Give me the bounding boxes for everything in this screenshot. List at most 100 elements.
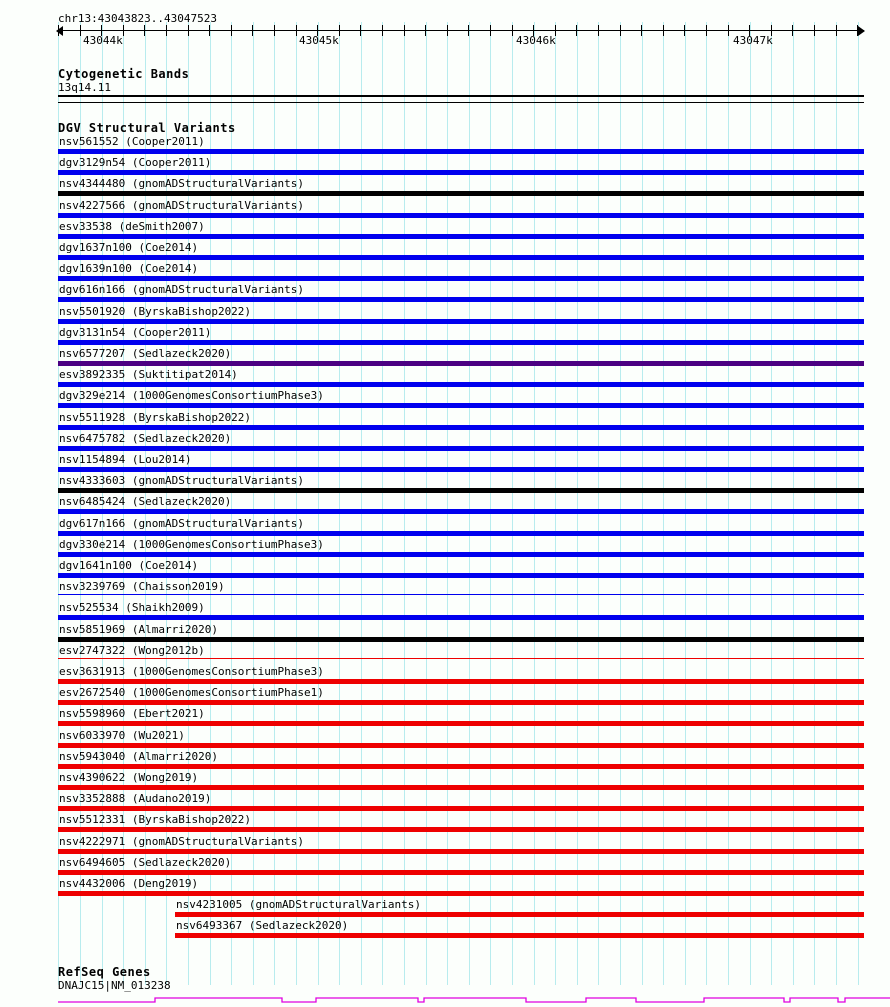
cytoband-bar[interactable] [58,95,864,97]
variant-bar[interactable] [175,933,864,938]
variant-track-row[interactable]: nsv4227566 (gnomADStructuralVariants) [0,199,890,220]
variant-track-row[interactable]: nsv5501920 (ByrskaBishop2022) [0,305,890,326]
variant-bar[interactable] [58,149,864,154]
ruler-tick [296,25,297,36]
variant-label: dgv617n166 (gnomADStructuralVariants) [59,517,305,530]
variant-label: dgv3131n54 (Cooper2011) [59,326,212,339]
variant-bar[interactable] [58,234,864,239]
variant-bar[interactable] [58,552,864,557]
variant-track-row[interactable]: nsv5512331 (ByrskaBishop2022) [0,813,890,834]
cytogenetic-bands-title: Cytogenetic Bands [58,67,190,81]
variant-track-row[interactable]: dgv329e214 (1000GenomesConsortiumPhase3) [0,389,890,410]
variant-bar[interactable] [58,319,864,324]
variant-track-row[interactable]: dgv617n166 (gnomADStructuralVariants) [0,517,890,538]
left-arrow-icon[interactable] [56,26,63,36]
right-arrow-icon[interactable] [858,26,865,36]
ruler-tick [404,25,405,36]
variant-bar[interactable] [58,679,864,684]
variant-bar[interactable] [58,785,864,790]
variant-track-row[interactable]: nsv6475782 (Sedlazeck2020) [0,432,890,453]
variant-bar[interactable] [58,488,864,493]
variant-track-row[interactable]: dgv3131n54 (Cooper2011) [0,326,890,347]
variant-bar[interactable] [58,425,864,430]
variant-bar[interactable] [58,340,864,345]
variant-bar[interactable] [58,573,864,578]
variant-track-row[interactable]: nsv5943040 (Almarri2020) [0,750,890,771]
variant-track-row[interactable]: nsv4390622 (Wong2019) [0,771,890,792]
variant-bar[interactable] [58,615,864,620]
variant-bar[interactable] [58,531,864,536]
variant-track-row[interactable]: nsv561552 (Cooper2011) [0,135,890,156]
variant-bar[interactable] [58,255,864,260]
variant-track-row[interactable]: nsv4333603 (gnomADStructuralVariants) [0,474,890,495]
variant-track-row[interactable]: nsv6485424 (Sedlazeck2020) [0,495,890,516]
variant-bar[interactable] [58,891,864,896]
gene-model-diagram[interactable] [0,990,890,1007]
variant-bar[interactable] [58,382,864,387]
variant-label: nsv4222971 (gnomADStructuralVariants) [59,835,305,848]
variant-label: nsv6494605 (Sedlazeck2020) [59,856,232,869]
variant-track-row[interactable]: esv2672540 (1000GenomesConsortiumPhase1) [0,686,890,707]
variant-bar[interactable] [58,658,864,659]
variant-track-row[interactable]: nsv5511928 (ByrskaBishop2022) [0,411,890,432]
variant-track-row[interactable]: nsv5598960 (Ebert2021) [0,707,890,728]
variant-track-row[interactable]: nsv6033970 (Wu2021) [0,729,890,750]
variant-label: esv2747322 (Wong2012b) [59,644,205,657]
variant-track-row[interactable]: nsv1154894 (Lou2014) [0,453,890,474]
variant-bar[interactable] [58,594,864,595]
coordinate-ruler[interactable]: chr13:43043823..43047523 43044k 43045k 430… [0,0,890,50]
variant-track-row[interactable]: nsv3239769 (Chaisson2019) [0,580,890,601]
variant-bar[interactable] [58,213,864,218]
gene-transcript-line[interactable] [58,997,890,1003]
gene-label: DNAJC15|NM_013238 [58,979,171,992]
variant-track-row[interactable]: nsv6494605 (Sedlazeck2020) [0,856,890,877]
variant-track-row[interactable]: nsv6493367 (Sedlazeck2020) [0,919,890,940]
variant-bar[interactable] [58,170,864,175]
variant-track-row[interactable]: nsv525534 (Shaikh2009) [0,601,890,622]
variant-bar[interactable] [58,361,864,366]
variant-label: nsv3352888 (Audano2019) [59,792,212,805]
variant-bar[interactable] [58,403,864,408]
variant-bar[interactable] [58,700,864,705]
variant-bar[interactable] [58,743,864,748]
variant-track-row[interactable]: dgv330e214 (1000GenomesConsortiumPhase3) [0,538,890,559]
variant-track-row[interactable]: esv2747322 (Wong2012b) [0,644,890,665]
variant-track-row[interactable]: esv3631913 (1000GenomesConsortiumPhase3) [0,665,890,686]
variant-bar[interactable] [58,446,864,451]
ruler-tick [792,25,793,36]
variant-track-row[interactable]: nsv4344480 (gnomADStructuralVariants) [0,177,890,198]
variant-track-row[interactable]: nsv3352888 (Audano2019) [0,792,890,813]
variant-track-row[interactable]: nsv5851969 (Almarri2020) [0,623,890,644]
variant-track-row[interactable]: dgv1637n100 (Coe2014) [0,241,890,262]
variant-bar[interactable] [58,764,864,769]
variant-bar[interactable] [58,467,864,472]
variant-bar[interactable] [58,509,864,514]
variant-track-row[interactable]: dgv3129n54 (Cooper2011) [0,156,890,177]
variant-track-row[interactable]: dgv616n166 (gnomADStructuralVariants) [0,283,890,304]
variant-bar[interactable] [58,297,864,302]
variant-bar[interactable] [58,721,864,726]
variant-bar[interactable] [58,276,864,281]
variant-label: dgv616n166 (gnomADStructuralVariants) [59,283,305,296]
variant-track-row[interactable]: nsv4432006 (Deng2019) [0,877,890,898]
variant-track-row[interactable]: dgv1639n100 (Coe2014) [0,262,890,283]
variant-bar[interactable] [58,870,864,875]
variant-track-row[interactable]: esv33538 (deSmith2007) [0,220,890,241]
ruler-tick [533,25,534,36]
variant-label: nsv4390622 (Wong2019) [59,771,199,784]
variant-label: dgv1639n100 (Coe2014) [59,262,199,275]
variant-label: nsv1154894 (Lou2014) [59,453,192,466]
variant-track-row[interactable]: nsv4222971 (gnomADStructuralVariants) [0,835,890,856]
variant-track-row[interactable]: nsv4231005 (gnomADStructuralVariants) [0,898,890,919]
variant-bar[interactable] [58,806,864,811]
variant-bar[interactable] [58,827,864,832]
variant-bar[interactable] [175,912,864,917]
variant-bar[interactable] [58,849,864,854]
variant-bar[interactable] [58,191,864,196]
variant-bar[interactable] [58,637,864,642]
variant-track-row[interactable]: nsv6577207 (Sedlazeck2020) [0,347,890,368]
ruler-tick [58,25,59,36]
variant-track-row[interactable]: esv3892335 (Suktitipat2014) [0,368,890,389]
variant-track-row[interactable]: dgv1641n100 (Coe2014) [0,559,890,580]
ruler-tick [425,25,426,36]
